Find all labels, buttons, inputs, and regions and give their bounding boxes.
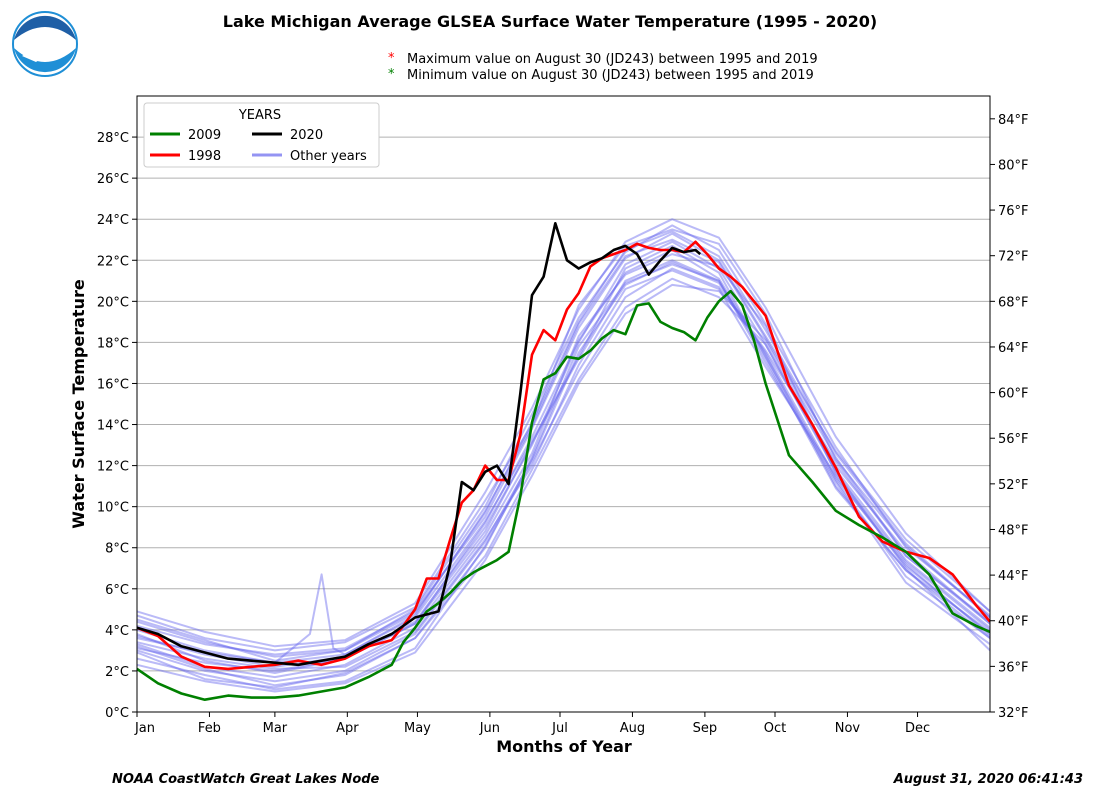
y-right-tick-label: 84°F (998, 113, 1029, 128)
y-right-tick-label: 60°F (998, 387, 1029, 402)
series-line-other-year (136, 249, 991, 674)
x-tick-label: Jul (551, 721, 568, 736)
series-line-1998 (136, 240, 991, 671)
y-right-tick-label: 44°F (998, 569, 1029, 584)
y-axis-label: Water Surface Temperature (69, 279, 88, 529)
x-tick-label: Mar (263, 721, 288, 736)
x-tick-label: Apr (336, 721, 359, 736)
series-line-other-year (136, 228, 991, 652)
x-tick-label: Feb (198, 721, 221, 736)
series-line-other-year (136, 240, 991, 668)
footer-source: NOAA CoastWatch Great Lakes Node (112, 772, 380, 787)
y-left-tick-label: 0°C (105, 706, 129, 721)
y-left-tick-label: 18°C (97, 336, 129, 351)
legend-label-other-years: Other years (290, 149, 367, 164)
y-left-tick-label: 12°C (97, 460, 129, 475)
series-line-other-year (136, 267, 991, 691)
series-line-2009 (136, 289, 991, 701)
series-line-other-year (136, 230, 991, 658)
y-left-tick-label: 4°C (105, 624, 129, 639)
min-note-marker: * (388, 67, 395, 82)
plot-frame (136, 95, 991, 713)
y-right-tick-label: 64°F (998, 341, 1029, 356)
y-right-tick-label: 76°F (998, 204, 1029, 219)
y-right-tick-label: 68°F (998, 295, 1029, 310)
y-left-tick-label: 24°C (97, 213, 129, 228)
y-left-tick-label: 14°C (97, 419, 129, 434)
x-tick-label: Jan (134, 721, 155, 736)
y-right-tick-label: 36°F (998, 660, 1029, 675)
min-note-text: Minimum value on August 30 (JD243) betwe… (407, 68, 814, 83)
noaa-logo-text: NOAA (31, 31, 60, 41)
legend: YEARS 2009 2020 1998 Other years (143, 102, 380, 168)
y-right-tick-label: 48°F (998, 523, 1029, 538)
y-left-tick-label: 20°C (97, 295, 129, 310)
y-right-tick-label: 40°F (998, 615, 1029, 630)
max-note-marker: * (388, 51, 395, 66)
legend-label-2009: 2009 (188, 128, 221, 143)
other-years-series (136, 218, 991, 693)
x-tick-label: Nov (835, 721, 861, 736)
x-axis-ticks: Jan Feb Mar Apr May Jun Jul Aug Sep Oct Nov Dec (134, 712, 930, 736)
y-right-tick-label: 72°F (998, 250, 1029, 265)
y-axis-right-ticks: 32°F 36°F 40°F 44°F 48°F 52°F 56°F 60°F 64°F 68°F… (990, 113, 1029, 721)
x-tick-label: Jun (479, 721, 500, 736)
series-line-other-year (136, 261, 991, 683)
y-left-tick-label: 10°C (97, 501, 129, 516)
series-line-other-year (136, 232, 991, 656)
max-note-text: Maximum value on August 30 (JD243) betwe… (407, 52, 818, 67)
legend-title: YEARS (238, 108, 281, 123)
y-right-tick-label: 52°F (998, 478, 1029, 493)
highlighted-series (136, 222, 991, 701)
x-tick-label: May (404, 721, 431, 736)
x-tick-label: Dec (905, 721, 930, 736)
y-axis-left-ticks: 0°C 2°C 4°C 6°C 8°C 10°C 12°C 14°C 16°C 18°C 20°C 2… (97, 131, 137, 721)
legend-label-2020: 2020 (290, 128, 323, 143)
y-left-tick-label: 2°C (105, 665, 129, 680)
y-right-tick-label: 56°F (998, 432, 1029, 447)
y-left-tick-label: 6°C (105, 583, 129, 598)
series-line-other-year (136, 277, 991, 689)
chart-title: Lake Michigan Average GLSEA Surface Wate… (223, 12, 877, 31)
grid-lines (137, 136, 990, 672)
series-line-other-year (136, 224, 991, 662)
y-left-tick-label: 22°C (97, 254, 129, 269)
y-left-tick-label: 28°C (97, 131, 129, 146)
legend-label-1998: 1998 (188, 149, 221, 164)
y-left-tick-label: 26°C (97, 172, 129, 187)
x-axis-label: Months of Year (496, 737, 632, 756)
series-line-other-year (136, 218, 991, 648)
y-right-tick-label: 80°F (998, 158, 1029, 173)
x-tick-label: Aug (620, 721, 645, 736)
y-right-tick-label: 32°F (998, 706, 1029, 721)
footer-timestamp: August 31, 2020 06:41:43 (893, 772, 1083, 787)
series-line-other-year (136, 244, 991, 664)
series-line-other-year (136, 269, 991, 670)
series-line-other-year (136, 238, 991, 664)
y-left-tick-label: 16°C (97, 377, 129, 392)
series-line-2020 (136, 222, 702, 667)
x-tick-label: Sep (693, 721, 718, 736)
noaa-logo-icon: NOAA (12, 11, 78, 77)
series-line-other-year (136, 263, 991, 687)
x-tick-label: Oct (764, 721, 786, 736)
y-left-tick-label: 8°C (105, 542, 129, 557)
